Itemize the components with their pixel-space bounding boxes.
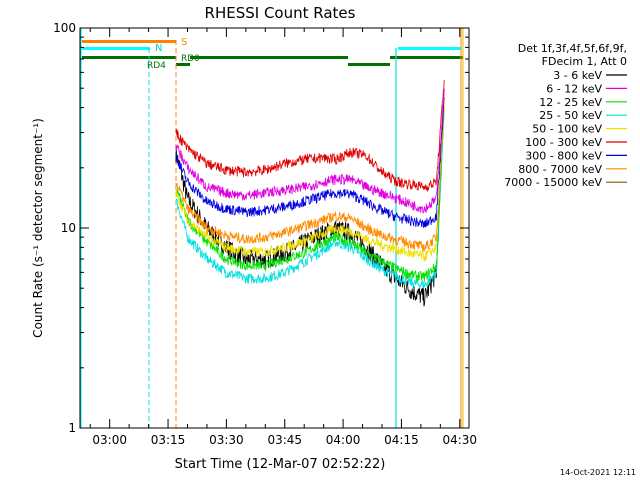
x-tick-label: 03:15 xyxy=(151,433,186,447)
x-tick-label: 03:00 xyxy=(92,433,127,447)
legend-label: 800 - 7000 keV xyxy=(518,163,602,176)
annotation-rd0: RD0 xyxy=(181,54,200,64)
legend-header: FDecim 1, Att 0 xyxy=(542,55,627,68)
legend-label: 12 - 25 keV xyxy=(539,96,602,109)
legend-label: 100 - 300 keV xyxy=(525,136,602,149)
series-line-300-800keV xyxy=(175,97,445,228)
legend-label: 3 - 6 keV xyxy=(553,69,602,82)
legend-label: 50 - 100 keV xyxy=(532,123,602,136)
series-line-12-25keV xyxy=(175,107,445,282)
legend-label: 300 - 800 keV xyxy=(525,149,602,162)
series-line-100-300keV xyxy=(175,79,445,192)
series-line-50-100keV xyxy=(175,103,445,262)
y-axis-label: Count Rate (s⁻¹ detector segment⁻¹) xyxy=(31,118,45,338)
legend-label: 7000 - 15000 keV xyxy=(504,176,602,189)
x-axis-label: Start Time (12-Mar-07 02:52:22) xyxy=(175,457,386,472)
legend-label: 6 - 12 keV xyxy=(546,82,602,95)
plot-frame xyxy=(79,27,470,429)
x-tick-label: 03:30 xyxy=(209,433,244,447)
series-line-800-7000keV xyxy=(175,99,445,253)
chart-title: RHESSI Count Rates xyxy=(205,4,356,22)
footer-date: 14-Oct-2021 12:11 xyxy=(560,468,636,477)
x-tick-label: 04:15 xyxy=(384,433,419,447)
y-tick-label: 10 xyxy=(61,221,76,235)
annotation-n: N xyxy=(155,43,162,54)
annotation-rd4: RD4 xyxy=(147,61,166,71)
y-tick-label: 100 xyxy=(53,21,76,35)
x-tick-label: 03:45 xyxy=(267,433,302,447)
x-tick-label: 04:00 xyxy=(326,433,361,447)
series-line-25-50keV xyxy=(175,111,445,290)
legend-label: 25 - 50 keV xyxy=(539,109,602,122)
legend-header: Det 1f,3f,4f,5f,6f,9f, xyxy=(518,42,627,55)
y-tick-label: 1 xyxy=(68,421,76,435)
x-tick-label: 04:30 xyxy=(442,433,477,447)
annotation-s: S xyxy=(181,37,187,48)
series-line-6-12keV xyxy=(175,88,445,214)
